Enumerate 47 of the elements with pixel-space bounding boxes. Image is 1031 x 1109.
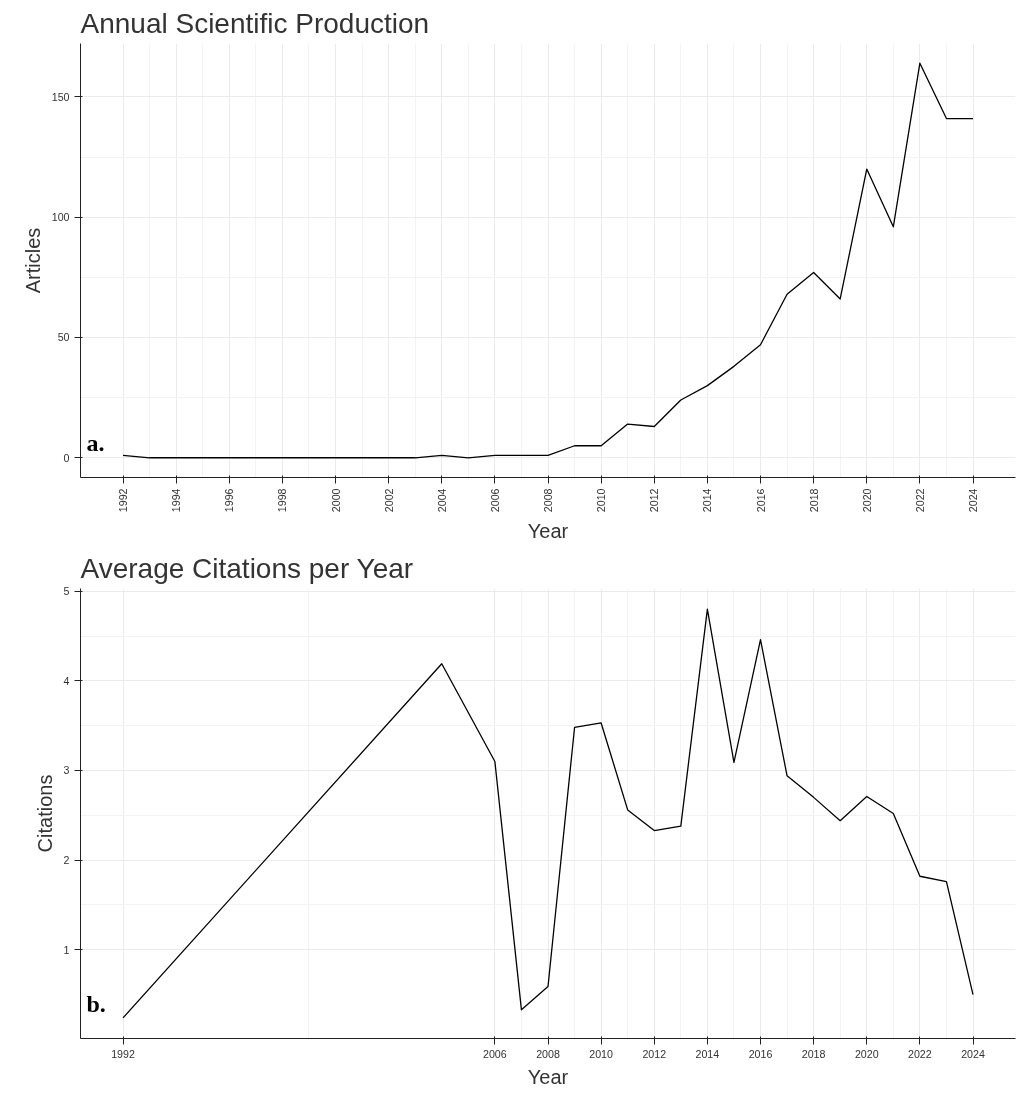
chart-title: Annual Scientific Production bbox=[80, 7, 430, 39]
y-tick-label: 50 bbox=[57, 331, 70, 344]
x-tick-label: 2012 bbox=[642, 1047, 667, 1060]
x-tick-label: 2000 bbox=[329, 488, 342, 513]
x-tick-label: 1996 bbox=[223, 488, 236, 513]
x-tick-label: 1998 bbox=[276, 488, 289, 513]
x-tick-label: 2018 bbox=[807, 488, 820, 513]
x-tick-label: 2022 bbox=[908, 1047, 932, 1060]
annotation: b. bbox=[86, 990, 106, 1017]
x-tick-label: 2010 bbox=[595, 488, 608, 513]
annotation: a. bbox=[86, 429, 105, 456]
line-series bbox=[122, 62, 974, 459]
y-tick-label: 150 bbox=[51, 90, 70, 103]
x-tick-label: 2006 bbox=[488, 488, 501, 513]
y-tick-label: 5 bbox=[63, 585, 70, 598]
y-axis-title: Articles bbox=[21, 227, 44, 294]
x-tick-label: 2012 bbox=[648, 488, 661, 513]
x-tick-label: 2016 bbox=[754, 488, 767, 513]
x-tick-label: 2014 bbox=[695, 1047, 720, 1060]
x-tick-label: 2024 bbox=[961, 1047, 985, 1060]
x-tick-label: 2020 bbox=[854, 1047, 879, 1060]
x-tick-label: 1992 bbox=[117, 488, 129, 513]
y-tick-label: 100 bbox=[51, 211, 70, 224]
line-series bbox=[122, 608, 974, 1019]
x-tick-label: 2016 bbox=[748, 1047, 773, 1060]
y-tick-label: 0 bbox=[63, 451, 70, 464]
x-tick-label: 2008 bbox=[536, 1047, 560, 1060]
x-tick-label: 2022 bbox=[913, 488, 926, 513]
x-tick-label: 2004 bbox=[435, 488, 448, 513]
y-tick-label: 4 bbox=[63, 674, 70, 687]
x-axis-title: Year bbox=[527, 1065, 569, 1088]
x-tick-label: 2020 bbox=[860, 488, 873, 513]
x-tick-label: 2002 bbox=[382, 488, 395, 513]
x-tick-label: 2024 bbox=[967, 488, 979, 513]
chart-title: Average Citations per Year bbox=[80, 552, 414, 584]
x-axis-title: Year bbox=[527, 520, 569, 543]
x-tick-label: 2006 bbox=[483, 1047, 507, 1060]
y-tick-label: 3 bbox=[63, 764, 70, 777]
x-tick-label: 2014 bbox=[701, 488, 714, 513]
y-tick-label: 2 bbox=[63, 854, 70, 867]
x-tick-label: 2010 bbox=[589, 1047, 614, 1060]
x-tick-label: 1992 bbox=[111, 1047, 135, 1060]
x-tick-label: 2018 bbox=[801, 1047, 826, 1060]
x-tick-label: 2008 bbox=[542, 488, 554, 513]
y-axis-title: Citations bbox=[33, 774, 56, 853]
x-tick-label: 1994 bbox=[170, 488, 183, 513]
y-tick-label: 1 bbox=[63, 943, 70, 956]
